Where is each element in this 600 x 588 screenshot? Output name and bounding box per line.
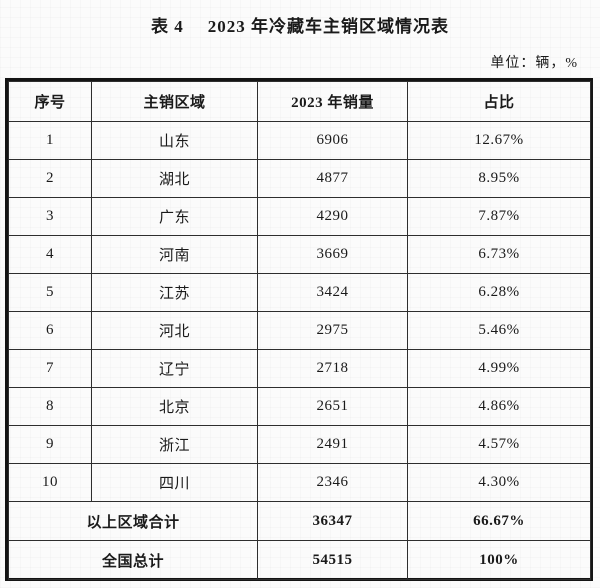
cell-totals-sales: 36347 bbox=[257, 501, 408, 541]
table-body: 1 山东 6906 12.67% 2 湖北 4877 8.95% 3 广东 4290 7.87% 4 河南… bbox=[8, 121, 591, 580]
cell-region: 辽宁 bbox=[91, 349, 258, 388]
column-header-no: 序号 bbox=[8, 81, 92, 122]
table-row: 10 四川 2346 4.30% bbox=[8, 463, 591, 502]
cell-sales: 4877 bbox=[257, 159, 408, 198]
unit-note: 单位：辆，% bbox=[490, 56, 578, 71]
cell-region: 北京 bbox=[91, 387, 258, 426]
cell-region: 四川 bbox=[91, 463, 258, 502]
table-row: 8 北京 2651 4.86% bbox=[8, 387, 591, 426]
cell-share: 4.30% bbox=[407, 463, 591, 502]
table-frame: 序号 主销区域 2023 年销量 占比 1 山东 6906 12.67% 2 湖北 4877… bbox=[5, 78, 593, 581]
table-row: 5 江苏 3424 6.28% bbox=[8, 273, 591, 312]
table-title-number: 表 4 bbox=[151, 17, 184, 36]
cell-share: 6.28% bbox=[407, 273, 591, 312]
cell-sales: 6906 bbox=[257, 121, 408, 160]
cell-totals-label: 以上区域合计 bbox=[8, 501, 258, 541]
table-title-text: 2023 年冷藏车主销区域情况表 bbox=[207, 17, 449, 36]
table-row: 7 辽宁 2718 4.99% bbox=[8, 349, 591, 388]
header-row: 序号 主销区域 2023 年销量 占比 bbox=[8, 81, 591, 122]
totals-row: 以上区域合计 36347 66.67% bbox=[8, 501, 591, 541]
cell-share: 7.87% bbox=[407, 197, 591, 236]
cell-totals-sales: 54515 bbox=[257, 540, 408, 580]
cell-region: 广东 bbox=[91, 197, 258, 236]
cell-no: 2 bbox=[8, 159, 92, 198]
table-title: 表 4 2023 年冷藏车主销区域情况表 bbox=[0, 12, 600, 37]
cell-share: 6.73% bbox=[407, 235, 591, 274]
cell-region: 河南 bbox=[91, 235, 258, 274]
cell-totals-share: 100% bbox=[407, 540, 591, 580]
cell-sales: 2651 bbox=[257, 387, 408, 426]
cell-no: 7 bbox=[8, 349, 92, 388]
table-row: 2 湖北 4877 8.95% bbox=[8, 159, 591, 198]
totals-row: 全国总计 54515 100% bbox=[8, 540, 591, 580]
cell-share: 8.95% bbox=[407, 159, 591, 198]
cell-sales: 2491 bbox=[257, 425, 408, 464]
cell-sales: 3669 bbox=[257, 235, 408, 274]
table-row: 6 河北 2975 5.46% bbox=[8, 311, 591, 350]
cell-share: 4.86% bbox=[407, 387, 591, 426]
table-row: 9 浙江 2491 4.57% bbox=[8, 425, 591, 464]
cell-no: 6 bbox=[8, 311, 92, 350]
cell-region: 江苏 bbox=[91, 273, 258, 312]
column-header-sales: 2023 年销量 bbox=[257, 81, 408, 122]
cell-no: 1 bbox=[8, 121, 92, 160]
column-header-region: 主销区域 bbox=[91, 81, 258, 122]
cell-sales: 2346 bbox=[257, 463, 408, 502]
cell-no: 10 bbox=[8, 463, 92, 502]
cell-no: 5 bbox=[8, 273, 92, 312]
cell-no: 3 bbox=[8, 197, 92, 236]
cell-region: 河北 bbox=[91, 311, 258, 350]
cell-sales: 2975 bbox=[257, 311, 408, 350]
cell-share: 5.46% bbox=[407, 311, 591, 350]
cell-no: 4 bbox=[8, 235, 92, 274]
cell-sales: 2718 bbox=[257, 349, 408, 388]
cell-totals-share: 66.67% bbox=[407, 501, 591, 541]
cell-sales: 3424 bbox=[257, 273, 408, 312]
cell-region: 浙江 bbox=[91, 425, 258, 464]
cell-share: 4.57% bbox=[407, 425, 591, 464]
cell-share: 12.67% bbox=[407, 121, 591, 160]
cell-no: 8 bbox=[8, 387, 92, 426]
table-row: 4 河南 3669 6.73% bbox=[8, 235, 591, 274]
table-row: 1 山东 6906 12.67% bbox=[8, 121, 591, 160]
cell-region: 湖北 bbox=[91, 159, 258, 198]
cell-sales: 4290 bbox=[257, 197, 408, 236]
cell-totals-label: 全国总计 bbox=[8, 540, 258, 580]
cell-no: 9 bbox=[8, 425, 92, 464]
cell-region: 山东 bbox=[91, 121, 258, 160]
table-row: 3 广东 4290 7.87% bbox=[8, 197, 591, 236]
column-header-share: 占比 bbox=[407, 81, 591, 122]
sales-table: 序号 主销区域 2023 年销量 占比 1 山东 6906 12.67% 2 湖北 4877… bbox=[8, 81, 591, 580]
cell-share: 4.99% bbox=[407, 349, 591, 388]
